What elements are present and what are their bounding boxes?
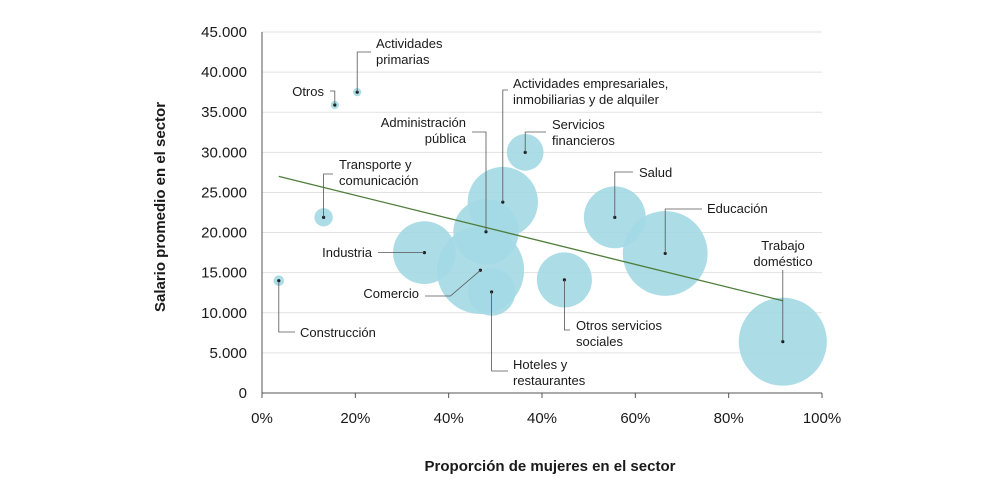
x-tick-label: 40% xyxy=(527,410,557,427)
y-tick-label: 20.000 xyxy=(201,225,247,242)
leader-actividades-empresariales-inmobiliarias-y-de-alquiler xyxy=(502,89,508,203)
trend-line-group xyxy=(278,175,783,302)
label-trabajo-domestico: Trabajo doméstico xyxy=(753,238,812,269)
label-transporte-y-comunicacion: Transporte y comunicación xyxy=(339,157,419,188)
x-axis-title: Proporción de mujeres en el sector xyxy=(425,458,676,475)
x-tick-label: 60% xyxy=(620,410,650,427)
label-otros: Otros xyxy=(292,84,324,99)
label-industria: Industria xyxy=(322,245,373,260)
label-educacion: Educación xyxy=(707,201,768,216)
label-servicios-financieros: Servicios financieros xyxy=(552,117,615,148)
leader-actividades-primarias xyxy=(356,51,371,93)
x-tick-label: 100% xyxy=(803,410,841,427)
y-tick-label: 5.000 xyxy=(209,345,247,362)
bubbles xyxy=(273,88,827,386)
axes: 0 5.000 10.000 15.000 20.000 25.000 30.000 35.0… xyxy=(201,24,841,427)
x-tick-label: 0% xyxy=(251,410,273,427)
leader-construccion xyxy=(278,280,295,333)
label-salud: Salud xyxy=(639,165,672,180)
label-administracion-publica: Administración pública xyxy=(381,115,467,146)
label-construccion: Construcción xyxy=(300,325,376,340)
y-tick-label: 40.000 xyxy=(201,64,247,81)
y-tick-label: 15.000 xyxy=(201,265,247,282)
label-hoteles-y-restaurantes: Hoteles y restaurantes xyxy=(513,357,586,388)
label-otros-servicios-sociales: Otros servicios sociales xyxy=(576,318,662,349)
x-tick-label: 40% xyxy=(434,410,464,427)
x-tick-label: 80% xyxy=(714,410,744,427)
leader-salud xyxy=(614,171,633,218)
leader-servicios-financieros xyxy=(524,131,546,153)
y-tick-label: 35.000 xyxy=(201,104,247,121)
y-tick-label: 0 xyxy=(239,385,247,402)
leader-comercio xyxy=(425,269,481,297)
label-actividades-primarias: Actividades primarias xyxy=(376,36,443,67)
y-axis-title: Salario promedio en el sector xyxy=(152,102,169,312)
leader-hoteles-y-restaurantes xyxy=(491,291,508,372)
leader-otros-servicios-sociales xyxy=(564,279,570,331)
leader-otros xyxy=(330,90,336,106)
y-tick-label: 25.000 xyxy=(201,184,247,201)
label-actividades-empresariales-inmobiliarias-y-de-alquiler: Actividades empresariales, inmobiliarias … xyxy=(513,76,668,107)
y-tick-label: 10.000 xyxy=(201,305,247,322)
y-tick-label: 30.000 xyxy=(201,144,247,161)
leader-transporte-y-comunicacion xyxy=(323,173,333,218)
trend-line xyxy=(278,175,783,302)
bubble-labels: Construcción Transporte y comunicación Otro… xyxy=(278,36,813,388)
leader-educacion xyxy=(664,208,702,254)
y-tick-label: 45.000 xyxy=(201,24,247,41)
leader-administracion-publica xyxy=(472,131,487,232)
x-tick-label: 20% xyxy=(340,410,370,427)
label-comercio: Comercio xyxy=(363,286,419,301)
